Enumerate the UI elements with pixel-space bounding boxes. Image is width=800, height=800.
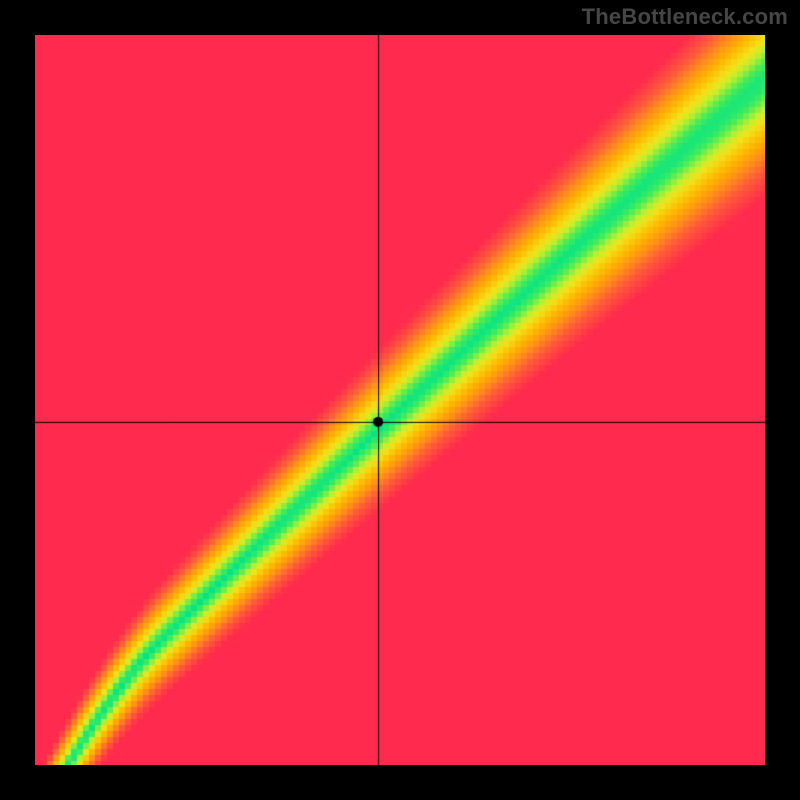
attribution-label: TheBottleneck.com [582, 4, 788, 30]
bottleneck-heatmap [35, 35, 765, 765]
